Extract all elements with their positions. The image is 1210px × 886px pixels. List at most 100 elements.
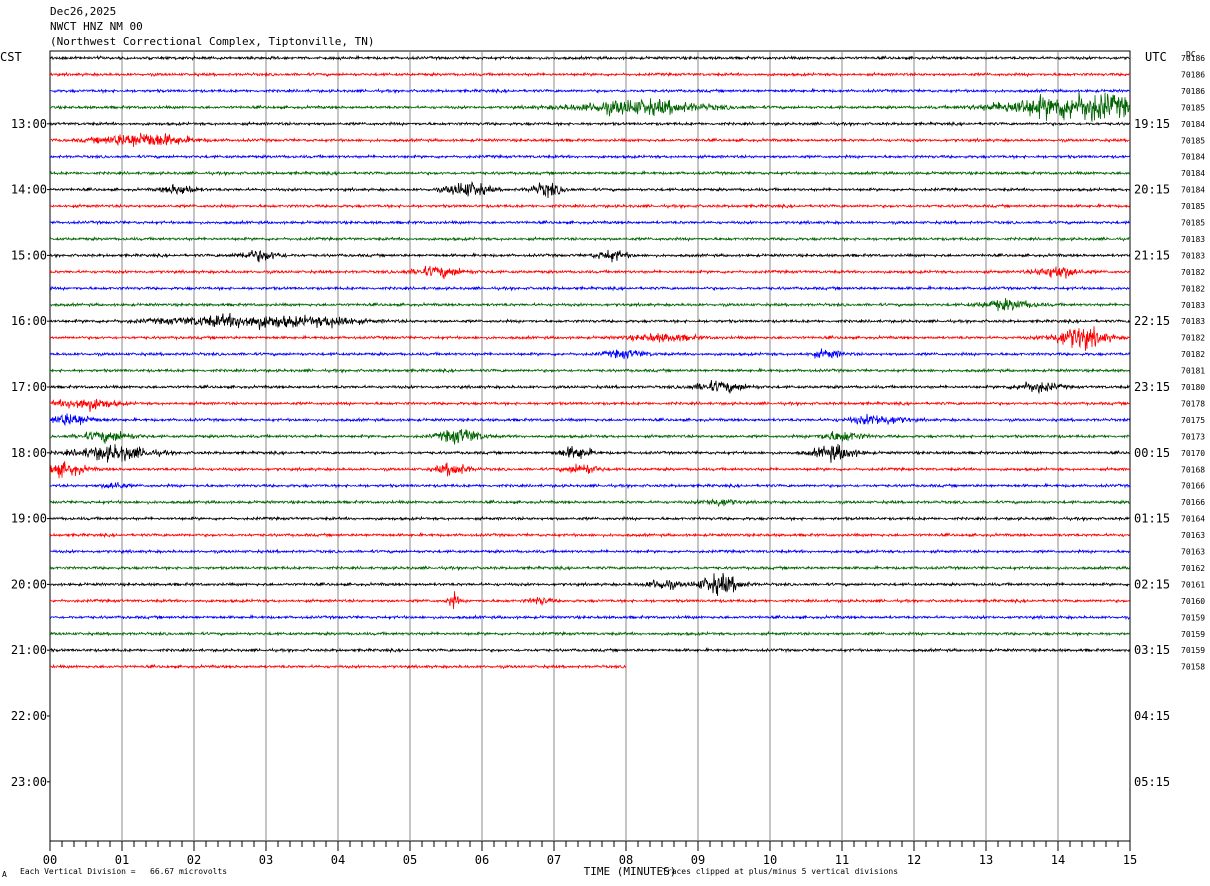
dc-offset-label: 70170: [1181, 449, 1205, 458]
dc-offset-label: 70186: [1181, 54, 1205, 63]
seismic-trace: [49, 591, 1130, 610]
header-location: (Northwest Correctional Complex, Tiptonv…: [50, 35, 375, 48]
dc-offset-label: 70173: [1181, 432, 1205, 441]
seismic-trace: [49, 531, 1131, 539]
dc-header: DC: [1186, 50, 1196, 59]
left-hour-label: 16:00: [11, 314, 47, 328]
corner-mark: A: [2, 870, 7, 879]
seismic-trace: [49, 170, 1131, 177]
seismic-trace: [49, 87, 1131, 95]
right-hour-label: 01:15: [1134, 512, 1170, 526]
seismic-trace: [49, 443, 1131, 463]
seismic-trace: [49, 564, 1131, 572]
seismic-trace: [49, 202, 1131, 210]
seismic-trace: [49, 180, 1131, 199]
dc-offset-label: 70182: [1181, 334, 1205, 343]
dc-offset-label: 70182: [1181, 284, 1205, 293]
seismic-trace: [50, 219, 1131, 226]
seismic-trace: [49, 647, 1131, 654]
dc-offset-label: 70184: [1181, 153, 1205, 162]
right-hour-label: 22:15: [1134, 314, 1170, 328]
seismic-trace: [49, 572, 1131, 597]
dc-offset-label: 70159: [1181, 630, 1205, 639]
right-hour-label: 05:15: [1134, 775, 1170, 789]
division-note: Each Vertical Division = 66.67 microvolt…: [20, 867, 228, 876]
dc-offset-label: 70182: [1181, 350, 1205, 359]
seismic-trace: [49, 482, 1131, 490]
seismic-trace: [49, 614, 1131, 621]
left-hour-label: 21:00: [11, 643, 47, 657]
clip-note: Traces clipped at plus/minus 5 vertical …: [662, 867, 899, 876]
seismic-trace: [49, 380, 1131, 395]
x-tick-label: 06: [475, 853, 489, 867]
dc-offset-label: 70160: [1181, 597, 1205, 606]
dc-offset-label: 70180: [1181, 383, 1205, 392]
x-tick-label: 13: [979, 853, 993, 867]
header-date: Dec26,2025: [50, 5, 117, 18]
x-tick-label: 12: [907, 853, 921, 867]
seismic-trace: [49, 153, 1131, 160]
right-hour-label: 04:15: [1134, 709, 1170, 723]
dc-offset-label: 70183: [1181, 251, 1205, 260]
seismic-trace: [49, 265, 1131, 280]
dc-offset-label: 70164: [1181, 515, 1205, 524]
right-hour-label: 23:15: [1134, 380, 1170, 394]
x-tick-label: 10: [763, 853, 777, 867]
dc-offset-label: 70175: [1181, 416, 1205, 425]
x-tick-label: 14: [1051, 853, 1065, 867]
seismic-trace: [49, 348, 1131, 360]
dc-offset-label: 70183: [1181, 301, 1205, 310]
seismic-trace: [49, 285, 1131, 292]
x-tick-label: 15: [1123, 853, 1137, 867]
right-timezone-label: UTC: [1145, 50, 1167, 64]
seismic-trace: [49, 498, 1131, 507]
seismic-trace: [49, 54, 1131, 62]
dc-offset-label: 70158: [1181, 663, 1205, 672]
dc-offset-label: 70184: [1181, 186, 1205, 195]
x-tick-label: 05: [403, 853, 417, 867]
x-tick-label: 07: [547, 853, 561, 867]
dc-offset-label: 70159: [1181, 646, 1205, 655]
dc-offset-label: 70184: [1181, 120, 1205, 129]
right-hour-label: 02:15: [1134, 577, 1170, 591]
seismic-trace: [49, 663, 627, 670]
x-tick-label: 02: [187, 853, 201, 867]
seismic-trace: [49, 413, 1131, 427]
dc-offset-label: 70185: [1181, 136, 1205, 145]
dc-offset-label: 70181: [1181, 367, 1205, 376]
seismic-trace: [49, 91, 1131, 122]
left-hour-label: 18:00: [11, 446, 47, 460]
x-tick-label: 00: [43, 853, 57, 867]
right-hour-label: 20:15: [1134, 183, 1170, 197]
dc-offset-label: 70161: [1181, 580, 1205, 589]
x-tick-label: 08: [619, 853, 633, 867]
dc-offset-label: 70185: [1181, 202, 1205, 211]
seismic-trace: [49, 326, 1131, 351]
left-hour-label: 15:00: [11, 248, 47, 262]
left-hour-label: 19:00: [11, 512, 47, 526]
dc-offset-label: 70166: [1181, 482, 1205, 491]
dc-offset-label: 70163: [1181, 548, 1205, 557]
dc-offset-label: 70185: [1181, 103, 1205, 112]
seismic-trace: [49, 312, 1131, 330]
right-hour-label: 21:15: [1134, 248, 1170, 262]
dc-offset-label: 70183: [1181, 317, 1205, 326]
dc-offset-label: 70162: [1181, 564, 1205, 573]
dc-offset-label: 70163: [1181, 531, 1205, 540]
dc-offset-label: 70166: [1181, 498, 1205, 507]
left-hour-label: 22:00: [11, 709, 47, 723]
seismic-trace: [49, 515, 1131, 522]
left-hour-label: 17:00: [11, 380, 47, 394]
seismic-trace: [49, 235, 1131, 243]
seismic-trace: [49, 120, 1131, 128]
seismic-trace: [49, 429, 1131, 445]
left-hour-label: 23:00: [11, 775, 47, 789]
seismic-trace: [49, 548, 1131, 555]
seismic-trace: [49, 249, 1131, 263]
x-tick-label: 03: [259, 853, 273, 867]
x-axis-label: TIME (MINUTES): [584, 865, 677, 878]
left-hour-label: 14:00: [11, 183, 47, 197]
seismic-trace: [49, 398, 1131, 413]
left-timezone-label: CST: [0, 50, 22, 64]
right-hour-label: 19:15: [1134, 117, 1170, 131]
